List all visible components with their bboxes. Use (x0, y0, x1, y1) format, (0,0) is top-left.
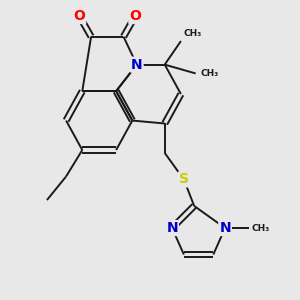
Text: N: N (166, 221, 178, 235)
Text: N: N (219, 221, 231, 235)
Text: CH₃: CH₃ (184, 29, 202, 38)
Text: O: O (74, 9, 85, 23)
Text: CH₃: CH₃ (252, 224, 270, 232)
Text: O: O (129, 9, 141, 23)
Text: N: N (131, 58, 142, 72)
Text: S: S (179, 172, 189, 186)
Text: CH₃: CH₃ (200, 69, 218, 78)
